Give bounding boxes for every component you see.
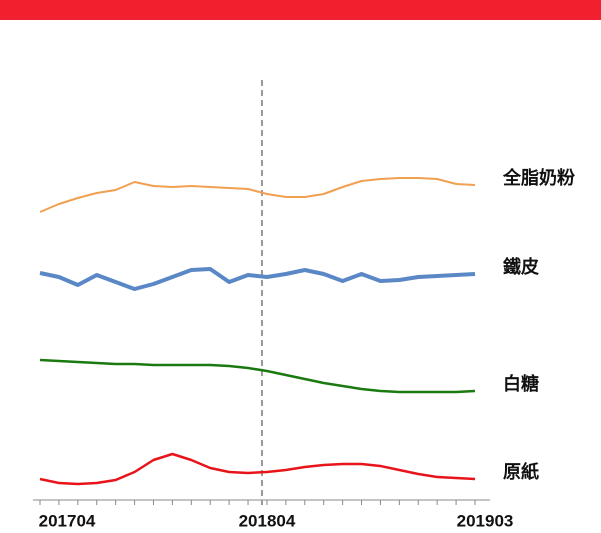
x-tick-label: 201804: [239, 511, 296, 530]
series-line: [39, 358, 476, 394]
series-line: [39, 177, 476, 213]
series-label: 全脂奶粉: [502, 167, 575, 188]
x-tick-label: 201704: [39, 511, 96, 530]
series-label: 原紙: [503, 461, 539, 482]
header-bar: [0, 0, 601, 20]
series-label: 鐵皮: [503, 256, 539, 277]
x-tick-label: 201903: [457, 511, 514, 530]
series-line: [39, 452, 476, 486]
series-label: 白糖: [503, 373, 539, 394]
series-line: [39, 267, 476, 291]
